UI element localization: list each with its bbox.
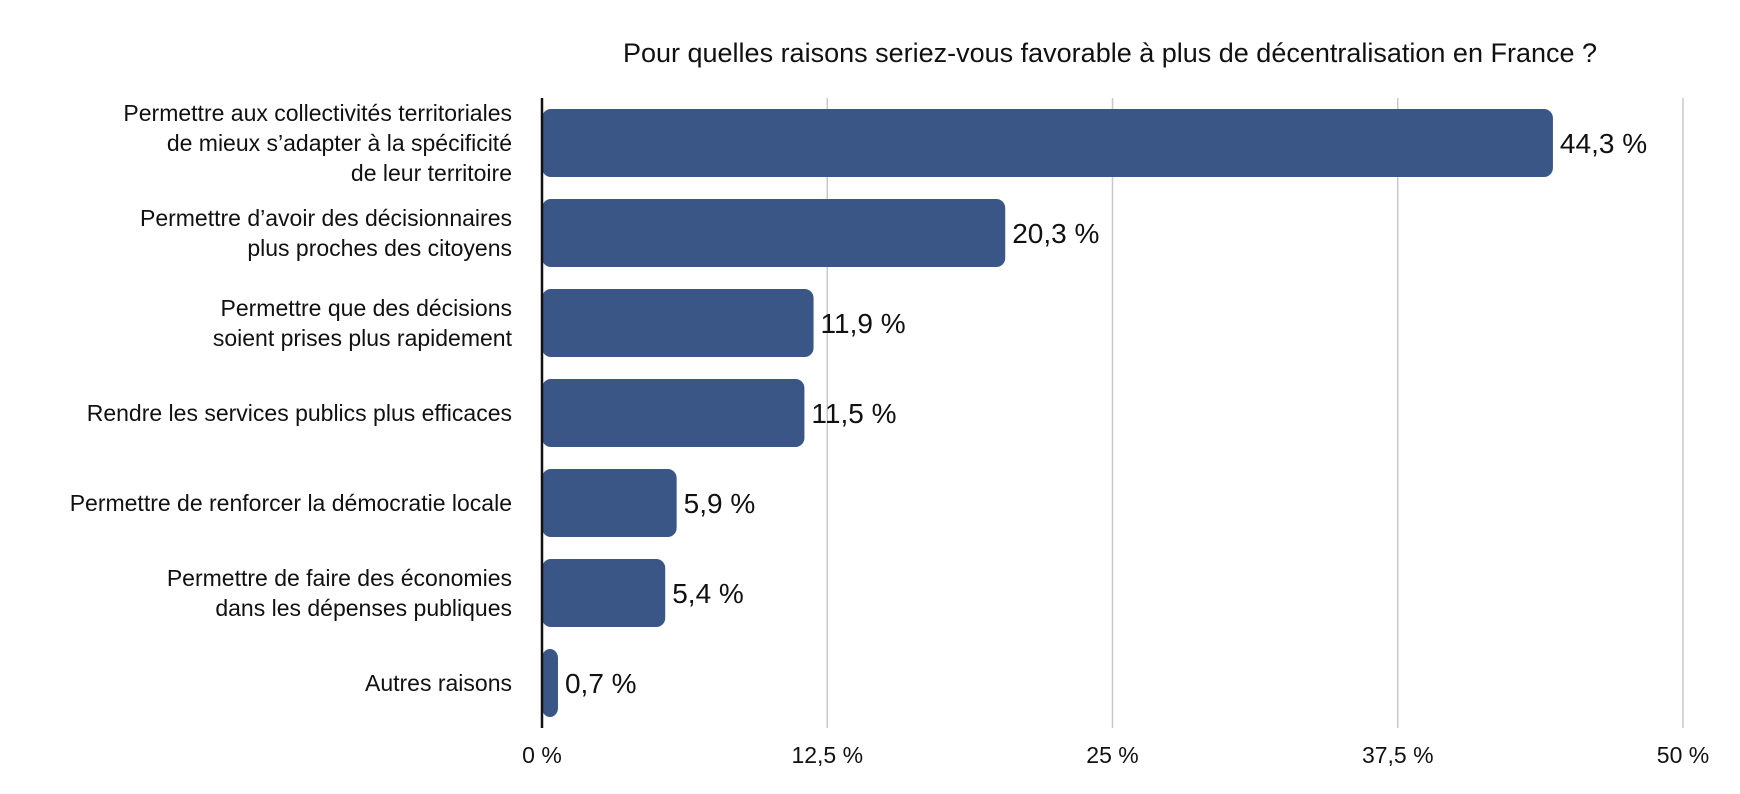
x-tick-label: 25 % (1086, 742, 1138, 768)
x-axis-tick-labels: 0 % 12,5 % 25 % 37,5 % 50 % (522, 742, 1709, 768)
category-labels: Permettre aux collectivités territoriale… (70, 100, 513, 696)
chart-title: Pour quelles raisons seriez-vous favorab… (623, 38, 1597, 68)
x-tick-label: 12,5 % (791, 742, 863, 768)
category-label: Rendre les services publics plus efficac… (87, 400, 512, 426)
category-label-line: soient prises plus rapidement (213, 325, 513, 351)
category-label: Permettre que des décisions soient prises… (213, 295, 513, 351)
category-label: Permettre de renforcer la démocratie loc… (70, 490, 512, 516)
x-tick-label: 37,5 % (1362, 742, 1434, 768)
category-label-line: Permettre de faire des économies (167, 565, 512, 591)
bar (542, 379, 805, 447)
category-label: Permettre d’avoir des décisionnaires plus… (140, 205, 512, 261)
x-tick-label: 50 % (1657, 742, 1709, 768)
bar (542, 109, 1553, 177)
bars (542, 109, 1553, 717)
category-label-line: plus proches des citoyens (247, 235, 512, 261)
bar (542, 469, 677, 537)
category-label-line: de leur territoire (351, 160, 512, 186)
category-label-line: de mieux s’adapter à la spécificité (167, 130, 512, 156)
category-label-line: Permettre d’avoir des décisionnaires (140, 205, 512, 231)
value-labels: 44,3 % 20,3 % 11,9 % 11,5 % 5,9 % 5,4 % 0,7 % (565, 128, 1647, 699)
category-label: Autres raisons (365, 670, 512, 696)
data-label: 5,9 % (684, 488, 756, 519)
data-label: 11,5 % (811, 398, 896, 429)
category-label-line: dans les dépenses publiques (215, 595, 512, 621)
category-label-line: Rendre les services publics plus efficac… (87, 400, 512, 426)
gridlines (826, 98, 1684, 728)
bar (542, 199, 1006, 267)
category-label: Permettre de faire des économies dans les… (167, 565, 512, 621)
data-label: 20,3 % (1012, 218, 1099, 249)
data-label: 44,3 % (1560, 128, 1647, 159)
data-label: 5,4 % (672, 578, 744, 609)
data-label: 0,7 % (565, 668, 637, 699)
x-tick-label: 0 % (522, 742, 562, 768)
bar (542, 559, 666, 627)
data-label: 11,9 % (821, 308, 906, 339)
category-label: Permettre aux collectivités territoriale… (123, 100, 512, 186)
category-label-line: Permettre de renforcer la démocratie loc… (70, 490, 512, 516)
category-label-line: Permettre que des décisions (221, 295, 513, 321)
bar (542, 289, 814, 357)
category-label-line: Autres raisons (365, 670, 512, 696)
bar (542, 649, 558, 717)
category-label-line: Permettre aux collectivités territoriale… (123, 100, 512, 126)
